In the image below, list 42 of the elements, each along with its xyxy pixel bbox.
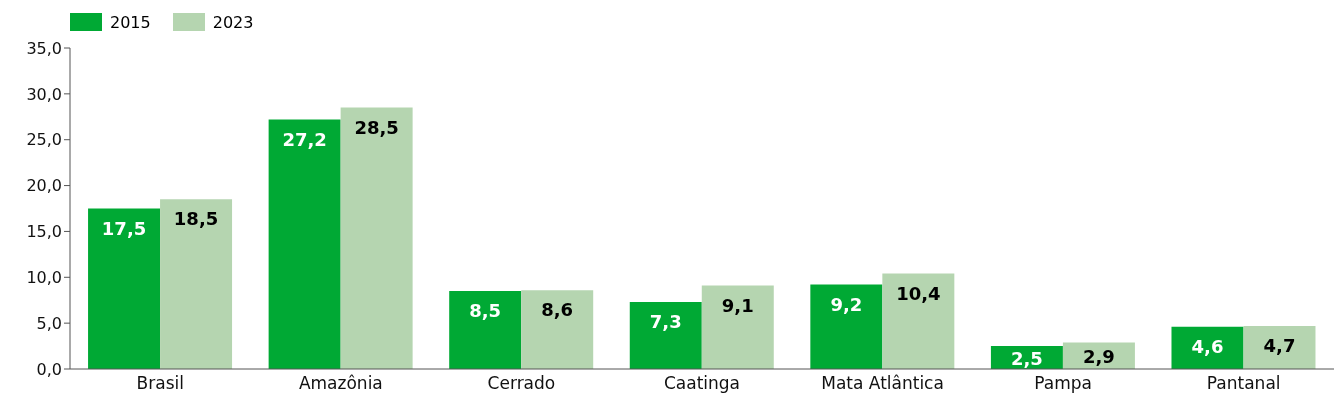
data-label: 2,5 bbox=[1010, 347, 1043, 369]
data-label: 10,4 bbox=[896, 282, 941, 304]
data-label: 18,5 bbox=[173, 208, 219, 230]
data-label: 9,2 bbox=[830, 293, 863, 315]
bar bbox=[882, 273, 955, 369]
x-tick-label: Brasil bbox=[136, 373, 184, 394]
y-tick-label: 15,0 bbox=[26, 222, 62, 242]
y-tick-label: 10,0 bbox=[26, 267, 62, 287]
data-label: 8,5 bbox=[469, 300, 502, 322]
bar bbox=[268, 119, 341, 369]
y-tick-label: 20,0 bbox=[26, 176, 62, 196]
bar bbox=[340, 107, 413, 369]
data-label: 8,6 bbox=[541, 299, 574, 321]
data-label: 2,9 bbox=[1082, 345, 1115, 367]
x-tick-label: Cerrado bbox=[487, 373, 556, 394]
y-tick-label: 30,0 bbox=[26, 84, 62, 104]
data-label: 7,3 bbox=[649, 311, 682, 333]
bar bbox=[88, 208, 161, 369]
bar bbox=[629, 302, 702, 369]
data-label: 28,5 bbox=[354, 116, 399, 138]
legend-label: 2023 bbox=[212, 12, 254, 32]
data-label: 9,1 bbox=[721, 294, 754, 316]
data-label: 4,7 bbox=[1263, 334, 1296, 356]
bar bbox=[160, 199, 233, 369]
x-tick-label: Caatinga bbox=[663, 373, 741, 394]
bar bbox=[810, 284, 883, 369]
x-tick-label: Pampa bbox=[1034, 373, 1092, 394]
bar bbox=[449, 291, 522, 369]
bar bbox=[521, 290, 594, 369]
data-label: 17,5 bbox=[101, 217, 147, 239]
data-label: 27,2 bbox=[282, 128, 327, 150]
bar bbox=[701, 285, 774, 369]
y-tick-label: 5,0 bbox=[36, 313, 62, 333]
legend-label: 2015 bbox=[110, 12, 151, 32]
x-tick-label: Pantanal bbox=[1206, 373, 1281, 394]
x-tick-label: Mata Atlântica bbox=[821, 373, 944, 394]
data-label: 4,6 bbox=[1191, 335, 1224, 357]
bar bbox=[1243, 325, 1316, 369]
x-tick-label: Amazônia bbox=[298, 373, 383, 394]
y-tick-label: 35,0 bbox=[26, 38, 62, 58]
y-tick-label: 25,0 bbox=[26, 130, 62, 150]
y-tick-label: 0,0 bbox=[36, 359, 62, 379]
